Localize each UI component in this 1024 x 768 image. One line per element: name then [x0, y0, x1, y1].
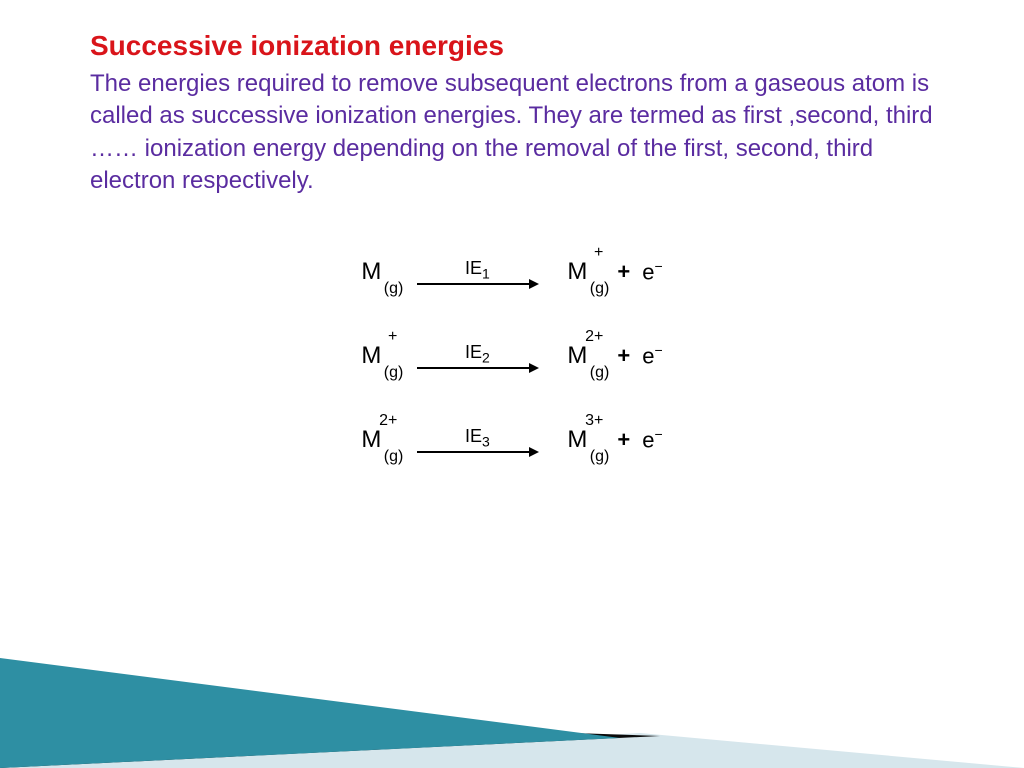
arrow-label: IE3 [465, 426, 490, 450]
deco-light [0, 733, 1024, 768]
plus-sign: + [617, 427, 630, 453]
plus-sign: + [617, 259, 630, 285]
slide-corner-decoration [0, 618, 1024, 768]
reaction-arrow: IE1 [417, 258, 537, 285]
electron: e− [642, 342, 662, 369]
arrow-label: IE1 [465, 258, 490, 282]
reactant-species: M2+(g) [361, 426, 381, 454]
deco-teal [0, 658, 620, 768]
deco-dark [0, 713, 660, 768]
product-species: M+(g) [567, 258, 587, 286]
arrow-label: IE2 [465, 342, 490, 366]
product-species: M3+(g) [567, 426, 587, 454]
equation-row-2: M+(g) IE2 M2+(g) + e− [361, 342, 662, 370]
body-paragraph: The energies required to remove subseque… [90, 68, 934, 198]
page-title: Successive ionization energies [90, 30, 934, 62]
equation-row-1: M(g) IE1 M+(g) + e− [361, 258, 662, 286]
plus-sign: + [617, 343, 630, 369]
reaction-arrow: IE3 [417, 426, 537, 453]
equation-row-3: M2+(g) IE3 M3+(g) + e− [361, 426, 662, 454]
reactant-species: M+(g) [361, 342, 381, 370]
electron: e− [642, 258, 662, 285]
reaction-arrow: IE2 [417, 342, 537, 369]
product-species: M2+(g) [567, 342, 587, 370]
reactant-species: M(g) [361, 258, 381, 286]
electron: e− [642, 426, 662, 453]
equations-block: M(g) IE1 M+(g) + e− M+(g) IE2 M2+(g) + e− M2+(g) IE… [90, 258, 934, 454]
